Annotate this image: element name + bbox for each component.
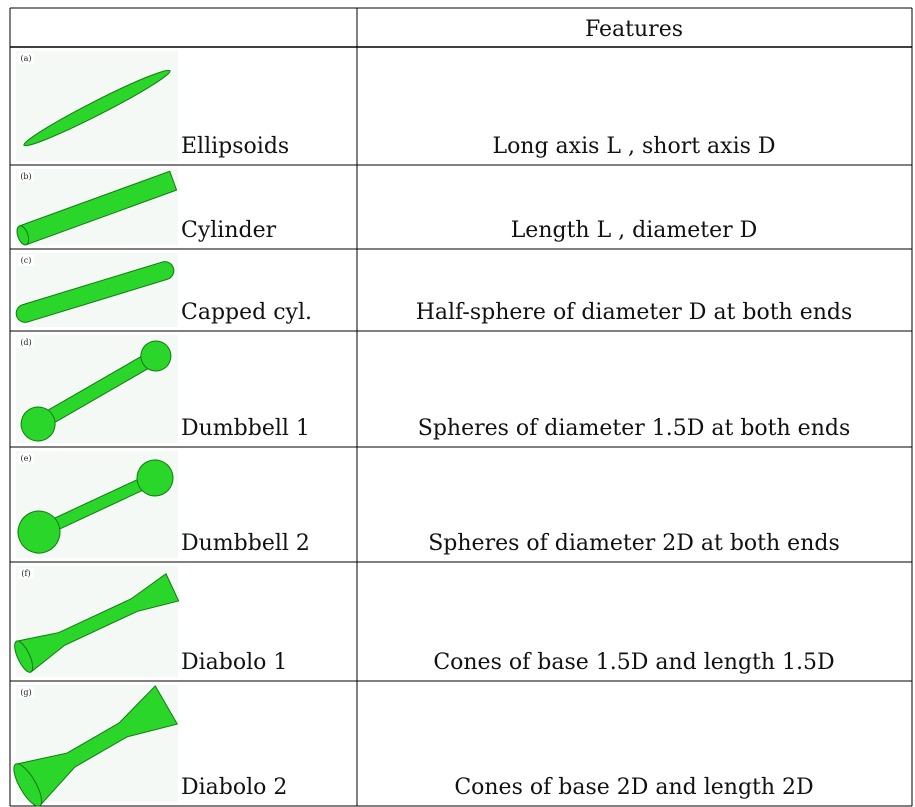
features: Spheres of diameter 2D at both ends [428,531,840,556]
features: Cones of base 1.5D and length 1.5D [433,650,834,675]
shape [15,261,175,323]
panel-label-box [18,337,34,348]
panel-label-box [18,568,34,579]
shape-image [15,261,175,323]
shape-name: Cylinder [181,218,277,243]
shape [13,763,43,807]
header-features: Features [585,17,683,42]
shape [14,640,34,673]
shape-name: Dumbbell 1 [181,416,310,441]
panel-label: (f) [21,569,30,578]
shape [16,225,30,246]
shape-name: Diabolo 2 [181,775,287,800]
panel-label: (b) [20,172,31,181]
shape [17,510,61,554]
shape [15,572,180,673]
shape-name: Ellipsoids [181,134,289,159]
panel-label-box [18,53,34,64]
shape-image [20,340,172,442]
panel-label-box [18,171,34,182]
shape-image [16,170,178,246]
panel-label-box [18,255,34,266]
shape [140,340,172,372]
shape-image [23,69,171,147]
panel-label-box [18,687,34,698]
shape-name: Diabolo 1 [181,650,287,675]
panel-label: (e) [21,454,32,463]
shape [136,459,174,497]
shape-image [17,459,174,554]
shape-image [13,685,179,807]
features: Long axis L , short axis D [492,134,775,159]
shape [23,69,171,147]
panel-label: (g) [20,688,31,697]
features: Spheres of diameter 1.5D at both ends [418,416,851,441]
shape-name: Dumbbell 2 [181,531,310,556]
features: Cones of base 2D and length 2D [454,775,813,800]
shape-image [14,572,180,673]
features: Length L , diameter D [511,218,758,243]
shape [14,685,179,807]
panel-label: (c) [21,256,32,265]
features: Half-sphere of diameter D at both ends [416,300,853,325]
panel-label-box [18,453,34,464]
panel-label: (a) [20,54,31,63]
panel-label: (d) [20,338,31,347]
shape-name: Capped cyl. [181,300,312,325]
shape [20,406,56,442]
